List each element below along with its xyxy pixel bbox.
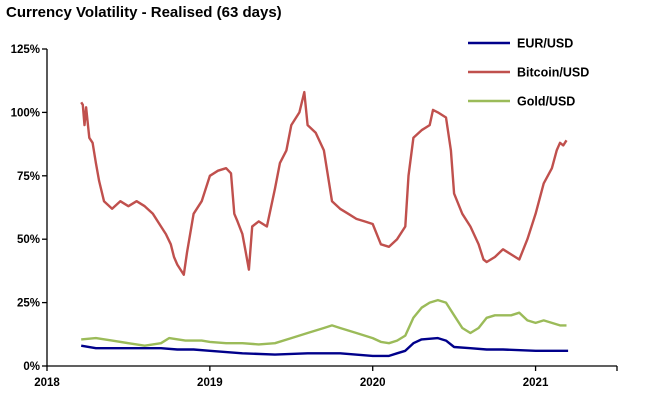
y-tick-label: 25%	[17, 298, 40, 310]
legend: EUR/USD Bitcoin/USD Gold/USD	[468, 37, 589, 109]
x-tick-label: 2018	[34, 377, 60, 389]
legend-label: EUR/USD	[517, 37, 573, 51]
y-tick-label: 50%	[17, 234, 40, 246]
y-tick-label: 0%	[23, 361, 40, 373]
x-tick-label: 2020	[360, 377, 386, 389]
legend-label: Bitcoin/USD	[517, 66, 589, 80]
y-tick-label: 75%	[17, 171, 40, 183]
series-line-bitcoin-usd	[80, 90, 568, 276]
chart-title: Currency Volatility - Realised (63 days)	[6, 4, 282, 21]
y-tick-label: 125%	[11, 44, 40, 56]
x-tick-label: 2019	[197, 377, 223, 389]
series-layer	[80, 90, 569, 358]
series-line-eur-usd	[80, 336, 569, 358]
legend-label: Gold/USD	[517, 95, 575, 109]
y-tick-label: 100%	[11, 107, 40, 119]
x-tick-label: 2021	[523, 377, 549, 389]
chart-axes: 0% 25% 50% 75% 100% 125% 2018 2019 2020 2021	[11, 44, 618, 389]
series-line-gold-usd	[81, 298, 567, 347]
